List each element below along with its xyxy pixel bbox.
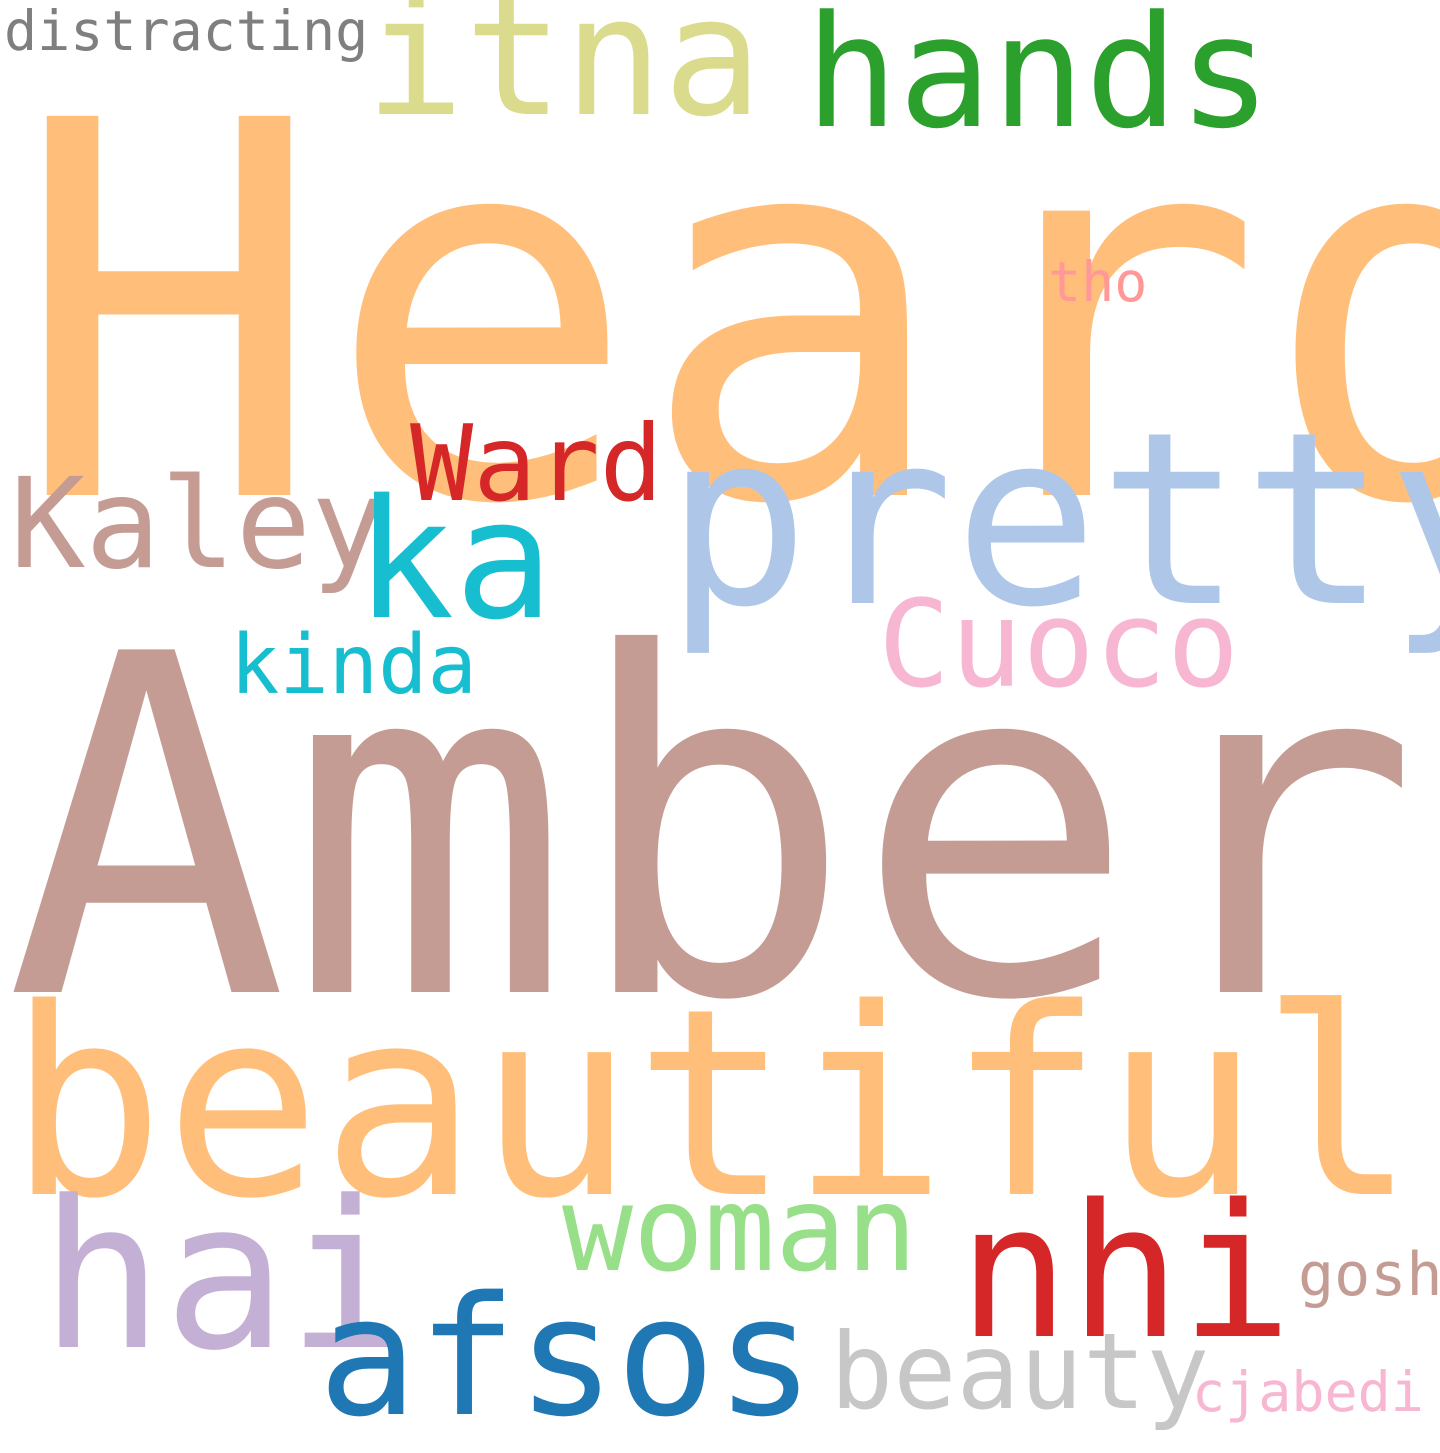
word-ward: Ward xyxy=(410,403,663,525)
word-pretty: pretty xyxy=(665,380,1440,660)
word-kaley: Kaley xyxy=(10,452,387,597)
word-beauty: beauty xyxy=(830,1311,1210,1433)
word-afsos: afsos xyxy=(318,1261,815,1453)
word-beautiful: beautiful xyxy=(8,954,1417,1256)
word-hands: hands xyxy=(805,0,1272,163)
word-amber: Amber xyxy=(5,556,1420,1103)
word-cjabedi: cjabedi xyxy=(1192,1360,1424,1424)
word-distracting: distracting xyxy=(4,0,369,63)
word-heard: Heard xyxy=(12,12,1440,618)
word-cuoco: Cuoco xyxy=(878,576,1240,715)
word-itna: itna xyxy=(365,0,763,153)
word-kinda: kinda xyxy=(230,618,477,713)
word-gosh: gosh xyxy=(1298,1240,1440,1310)
word-nhi: nhi xyxy=(958,1164,1293,1380)
word-hai: hai xyxy=(40,1158,411,1396)
word-woman: woman xyxy=(562,1160,918,1298)
word-tho: tho xyxy=(1048,250,1148,314)
word-ka: ka xyxy=(355,464,554,656)
